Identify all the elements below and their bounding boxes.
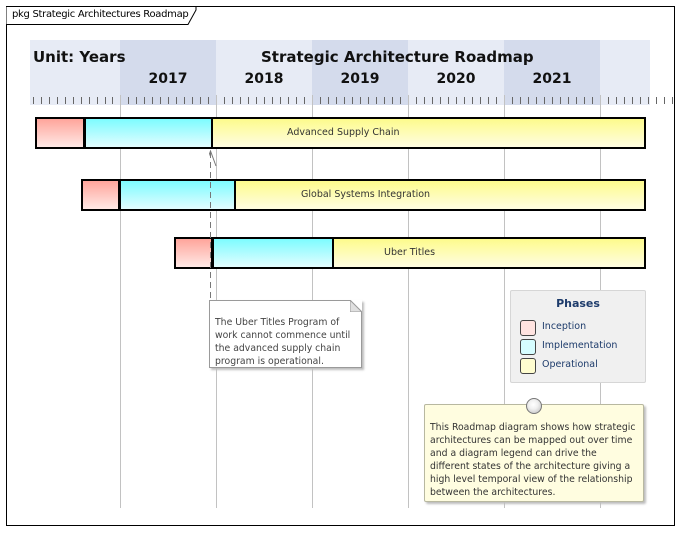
phase-operational[interactable] xyxy=(211,119,644,147)
year-label-2017: 2017 xyxy=(148,71,188,87)
tab-outline xyxy=(6,6,197,25)
description-note-text: This Roadmap diagram shows how strategic… xyxy=(430,422,636,498)
year-label-2021: 2021 xyxy=(532,71,572,87)
roadmap-bar-uber-titles[interactable]: Uber Titles xyxy=(174,237,646,269)
year-gridline-2017 xyxy=(120,95,121,508)
header-band-2017 xyxy=(120,40,216,105)
phase-operational[interactable] xyxy=(234,181,644,209)
header-band-2021 xyxy=(504,40,600,105)
legend-label: Implementation xyxy=(542,340,618,351)
dependency-note-text: The Uber Titles Program of work cannot c… xyxy=(215,317,351,367)
implementation-swatch xyxy=(520,339,536,355)
header-band-2020 xyxy=(408,40,504,105)
operational-swatch xyxy=(520,358,536,374)
pin-icon xyxy=(526,398,542,414)
note-fold-corner xyxy=(350,300,362,312)
phases-legend[interactable]: Phases Inception Implementation Operatio… xyxy=(510,290,646,383)
year-label-2020: 2020 xyxy=(436,71,476,87)
legend-label: Inception xyxy=(542,321,587,332)
inception-swatch xyxy=(520,320,536,336)
dependency-note[interactable]: The Uber Titles Program of work cannot c… xyxy=(209,300,362,368)
dependency-connector[interactable] xyxy=(209,150,221,302)
roadmap-bar-advanced-supply-chain[interactable]: Advanced Supply Chain xyxy=(35,117,646,149)
phase-operational[interactable] xyxy=(332,239,644,267)
phase-inception[interactable] xyxy=(176,239,211,267)
bar-label: Global Systems Integration xyxy=(301,189,431,200)
phase-implementation[interactable] xyxy=(211,239,332,267)
roadmap-title: Strategic Architecture Roadmap xyxy=(261,48,534,66)
year-label-2018: 2018 xyxy=(244,71,284,87)
header-band-pre xyxy=(30,40,120,105)
legend-title: Phases xyxy=(556,297,600,310)
phase-inception[interactable] xyxy=(83,181,118,209)
year-gridline-2021 xyxy=(504,95,505,508)
phase-implementation[interactable] xyxy=(83,119,211,147)
phase-inception[interactable] xyxy=(37,119,83,147)
description-note[interactable]: This Roadmap diagram shows how strategic… xyxy=(424,404,644,502)
package-tab-label: pkg Strategic Architectures Roadmap xyxy=(12,9,189,20)
bar-label: Advanced Supply Chain xyxy=(287,127,400,138)
header-band-2018 xyxy=(216,40,312,105)
header-band-2019 xyxy=(312,40,408,105)
time-ruler xyxy=(33,95,673,105)
phase-implementation[interactable] xyxy=(118,181,234,209)
unit-label: Unit: Years xyxy=(33,48,126,66)
year-label-2019: 2019 xyxy=(340,71,380,87)
year-gridline-2020 xyxy=(408,95,409,508)
legend-label: Operational xyxy=(542,359,598,370)
bar-label: Uber Titles xyxy=(384,247,436,258)
roadmap-bar-global-systems-integration[interactable]: Global Systems Integration xyxy=(81,179,646,211)
header-band-post xyxy=(600,40,650,105)
